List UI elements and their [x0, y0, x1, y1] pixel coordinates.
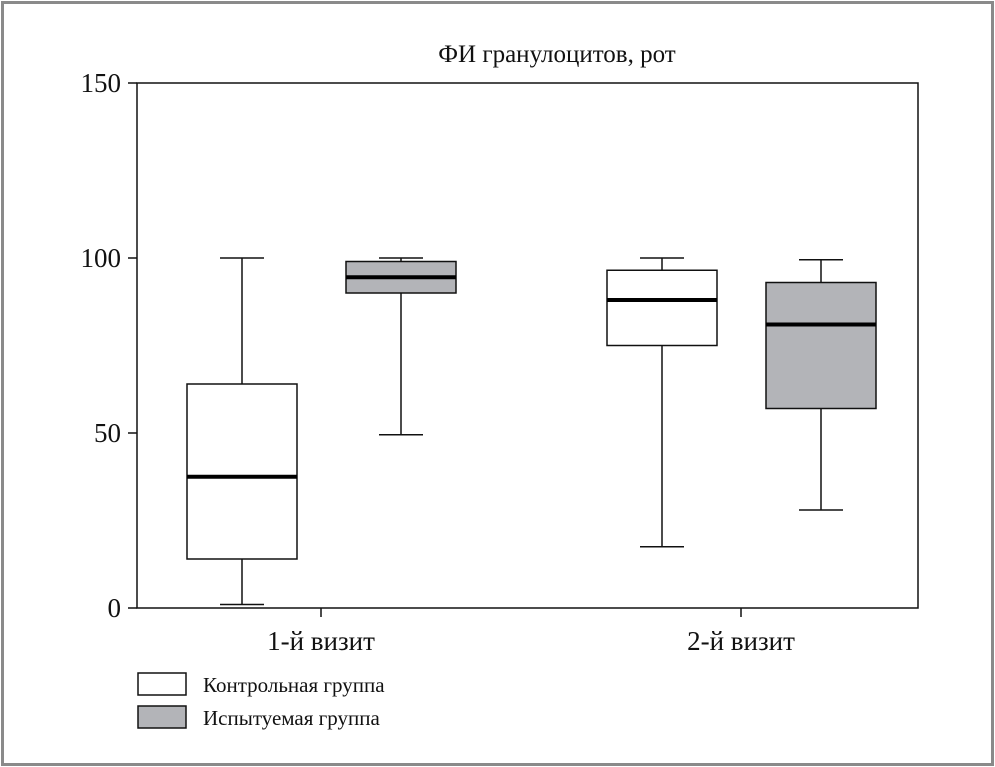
legend-label: Контрольная группа — [203, 673, 385, 697]
iqr-box — [606, 269, 718, 347]
x-tick-label: 1-й визит — [267, 626, 375, 656]
y-tick-label: 0 — [108, 593, 122, 623]
chart-title: ФИ гранулоцитов, рот — [438, 41, 675, 68]
iqr-box — [186, 383, 298, 560]
x-tick-label: 2-й визит — [687, 626, 795, 656]
box-test-1 — [345, 257, 457, 436]
y-tick-label: 50 — [94, 418, 121, 448]
legend-swatch — [137, 705, 187, 729]
y-tick-label: 100 — [81, 243, 122, 273]
box-control-2 — [606, 257, 718, 548]
iqr-box — [765, 281, 877, 410]
legend-swatch — [137, 672, 187, 696]
legend-label: Испытуемая группа — [203, 706, 380, 730]
box-test-2 — [765, 259, 877, 511]
box-control-1 — [186, 257, 298, 606]
y-tick-label: 150 — [81, 68, 122, 98]
plot-area — [136, 82, 919, 609]
